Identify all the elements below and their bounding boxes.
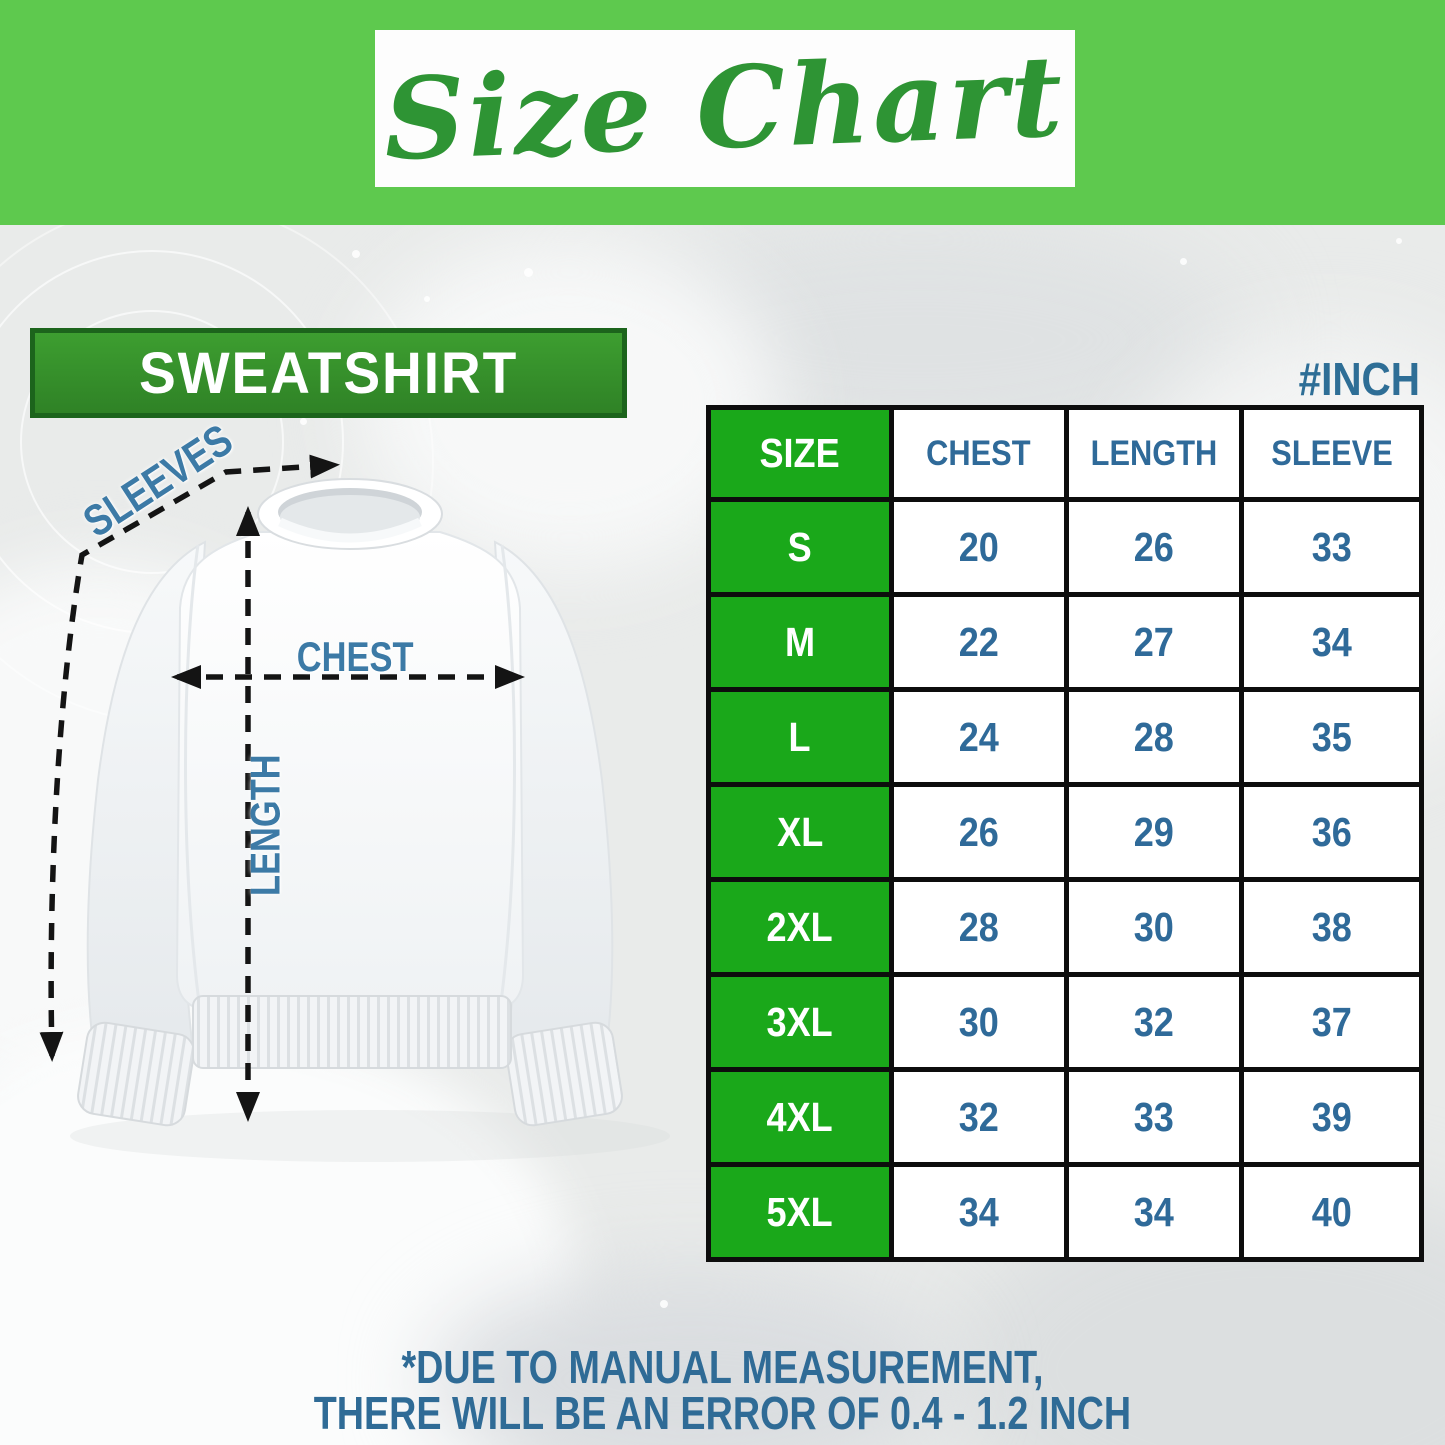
- background-dot: [424, 296, 430, 302]
- header-cell-size: SIZE: [706, 405, 894, 502]
- value-cell: 33: [1063, 1067, 1245, 1167]
- sleeve-measure-arrow: [39, 454, 340, 1062]
- header-cell-chest: CHEST: [888, 405, 1069, 502]
- value-cell: 26: [1063, 497, 1245, 597]
- size-cell: M: [706, 592, 894, 692]
- header-banner: Size Chart: [0, 0, 1445, 225]
- table-header-row: SIZE CHEST LENGTH SLEEVE: [706, 405, 1424, 502]
- value-cell: 28: [888, 877, 1069, 977]
- table-row: 5XL 34 34 40: [706, 1162, 1424, 1262]
- size-cell: 3XL: [706, 972, 894, 1072]
- value-cell: 39: [1239, 1067, 1424, 1167]
- size-table: SIZE CHEST LENGTH SLEEVE S 20 26 33 M 22…: [706, 405, 1424, 1262]
- value-cell: 40: [1239, 1162, 1424, 1262]
- value-cell: 33: [1239, 497, 1424, 597]
- size-cell: L: [706, 687, 894, 787]
- value-cell: 34: [888, 1162, 1069, 1262]
- unit-label: #INCH: [1298, 353, 1420, 405]
- header-cell-sleeve: SLEEVE: [1239, 405, 1424, 502]
- table-row: XL 26 29 36: [706, 782, 1424, 882]
- value-cell: 38: [1239, 877, 1424, 977]
- table-row: 3XL 30 32 37: [706, 972, 1424, 1072]
- measurement-disclaimer: *DUE TO MANUAL MEASUREMENT, THERE WILL B…: [0, 1344, 1445, 1436]
- background-dot: [1180, 258, 1187, 265]
- value-cell: 32: [1063, 972, 1245, 1072]
- value-cell: 27: [1063, 592, 1245, 692]
- background-dot: [660, 1300, 668, 1308]
- chest-measure-label: CHEST: [296, 633, 414, 680]
- size-cell: XL: [706, 782, 894, 882]
- size-cell: 4XL: [706, 1067, 894, 1167]
- value-cell: 30: [888, 972, 1069, 1072]
- table-row: M 22 27 34: [706, 592, 1424, 692]
- sweatshirt-illustration: [39, 454, 670, 1162]
- background-dot: [300, 418, 307, 425]
- value-cell: 24: [888, 687, 1069, 787]
- background-dot: [524, 268, 533, 277]
- value-cell: 32: [888, 1067, 1069, 1167]
- product-name-label: SWEATSHIRT: [138, 340, 519, 406]
- value-cell: 28: [1063, 687, 1245, 787]
- value-cell: 36: [1239, 782, 1424, 882]
- table-row: 2XL 28 30 38: [706, 877, 1424, 977]
- value-cell: 26: [888, 782, 1069, 882]
- table-row: L 24 28 35: [706, 687, 1424, 787]
- value-cell: 22: [888, 592, 1069, 692]
- size-cell: 5XL: [706, 1162, 894, 1262]
- value-cell: 35: [1239, 687, 1424, 787]
- value-cell: 34: [1239, 592, 1424, 692]
- background-dot: [1396, 238, 1402, 244]
- table-row: 4XL 32 33 39: [706, 1067, 1424, 1167]
- size-cell: 2XL: [706, 877, 894, 977]
- value-cell: 30: [1063, 877, 1245, 977]
- title-box: Size Chart: [375, 30, 1075, 187]
- sweatshirt-diagram: SLEEVES CHEST LENGTH: [30, 415, 710, 1200]
- product-name-badge: SWEATSHIRT: [30, 328, 627, 418]
- header-cell-length: LENGTH: [1063, 405, 1245, 502]
- value-cell: 29: [1063, 782, 1245, 882]
- disclaimer-line-1: *DUE TO MANUAL MEASUREMENT,: [401, 1341, 1044, 1393]
- value-cell: 37: [1239, 972, 1424, 1072]
- disclaimer-line-2: THERE WILL BE AN ERROR OF 0.4 - 1.2 INCH: [313, 1387, 1132, 1439]
- background-dot: [352, 250, 360, 258]
- page-title: Size Chart: [382, 30, 1068, 186]
- value-cell: 34: [1063, 1162, 1245, 1262]
- value-cell: 20: [888, 497, 1069, 597]
- size-cell: S: [706, 497, 894, 597]
- table-row: S 20 26 33: [706, 497, 1424, 597]
- length-measure-label: LENGTH: [241, 754, 289, 896]
